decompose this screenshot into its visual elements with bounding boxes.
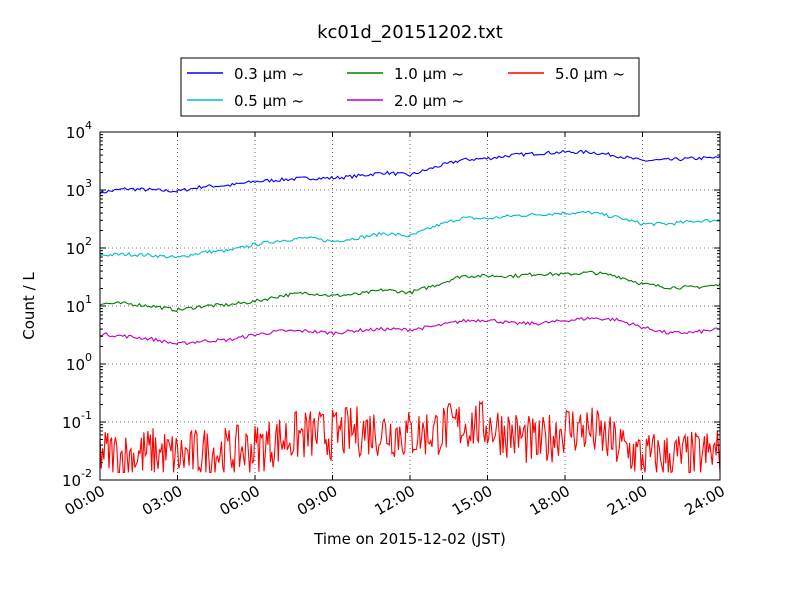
y-tick-label: 103 [66, 177, 92, 200]
gridlines [100, 132, 720, 480]
legend-label: 0.3 μm ~ [234, 65, 304, 83]
y-tick-label: 104 [66, 119, 92, 142]
series-line [99, 316, 721, 346]
axes: 00:00 03:00 06:00 09:00 12:00 15:00 18:00 21:00… [62, 119, 728, 519]
legend-label: 5.0 μm ~ [555, 65, 625, 83]
series-line [99, 270, 721, 313]
x-tick-label: 03:00 [139, 482, 185, 519]
legend-box [180, 57, 640, 117]
x-tick-label: 24:00 [682, 482, 728, 519]
y-tick-label: 102 [66, 235, 92, 258]
x-axis-label: Time on 2015-12-02 (JST) [313, 530, 506, 548]
y-axis-label: Count / L [20, 272, 38, 340]
series-line [99, 400, 721, 474]
y-tick-label: 100 [66, 351, 92, 374]
x-tick-label: 18:00 [527, 482, 573, 519]
legend-label: 0.5 μm ~ [234, 92, 304, 110]
legend: 0.3 μm ~ 0.5 μm ~ 1.0 μm ~ 2.0 μm ~ 5.0 μm ~ [180, 57, 640, 117]
y-tick-label: 10-2 [62, 467, 92, 490]
x-tick-label: 06:00 [217, 482, 263, 519]
x-tick-label: 12:00 [372, 482, 418, 519]
series-layer [99, 149, 721, 474]
series-line [99, 210, 721, 259]
y-tick-label: 10-1 [62, 409, 92, 432]
x-tick-label: 21:00 [604, 482, 650, 519]
legend-label: 1.0 μm ~ [394, 65, 464, 83]
x-tick-label: 09:00 [294, 482, 340, 519]
y-tick-label: 101 [66, 293, 92, 316]
chart-title: kc01d_20151202.txt [317, 22, 503, 43]
series-line [99, 149, 721, 195]
x-tick-label: 15:00 [449, 482, 495, 519]
legend-label: 2.0 μm ~ [394, 92, 464, 110]
